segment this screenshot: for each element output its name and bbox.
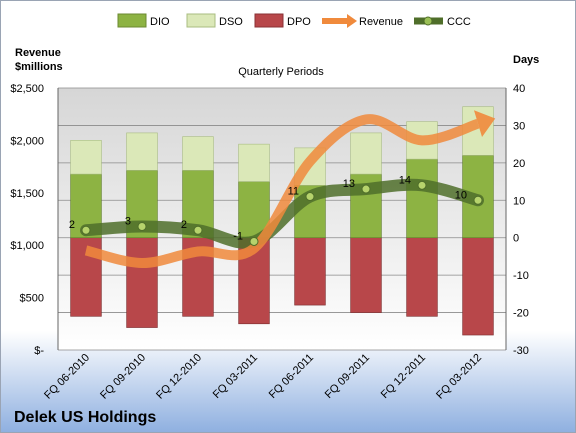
legend-label-dpo: DPO <box>287 16 311 28</box>
ccc-data-label: 13 <box>343 178 355 190</box>
revenue-arrowhead <box>473 110 496 138</box>
right-tick-label: 40 <box>513 83 525 95</box>
ccc-marker <box>249 236 259 246</box>
left-tick-label: $1,000 <box>10 240 44 252</box>
ccc-data-label: 3 <box>125 215 131 227</box>
bar-dpo <box>406 237 438 317</box>
legend-label-ccc: CCC <box>447 16 471 28</box>
left-axis-title-line1: Revenue <box>15 47 61 59</box>
right-tick-label: 30 <box>513 120 525 132</box>
bar-dso <box>350 132 382 175</box>
legend-label-dio: DIO <box>150 16 170 28</box>
legend-label-revenue: Revenue <box>359 16 403 28</box>
bar-dpo <box>462 237 494 336</box>
chart-title: Quarterly Periods <box>238 66 324 78</box>
legend-swatch-dpo <box>254 13 284 28</box>
ccc-data-label: 2 <box>181 219 187 231</box>
ccc-data-label: 14 <box>399 174 411 186</box>
ccc-marker <box>193 225 203 235</box>
company-name: Delek US Holdings <box>14 409 156 426</box>
bar-dso <box>126 132 158 171</box>
right-tick-label: 20 <box>513 158 525 170</box>
right-axis-title: Days <box>513 54 539 66</box>
right-tick-label: 0 <box>513 233 519 245</box>
legend-swatch-dio <box>117 13 147 28</box>
left-tick-label: $500 <box>20 293 44 305</box>
bar-dio <box>406 158 438 239</box>
bar-dso <box>182 136 214 171</box>
ccc-marker <box>361 184 371 194</box>
right-tick-label: -10 <box>513 270 529 282</box>
left-tick-label: $- <box>34 345 44 357</box>
ccc-data-label: -1 <box>233 230 243 242</box>
ccc-data-label: 10 <box>455 189 467 201</box>
left-tick-label: $2,500 <box>10 83 44 95</box>
lines-layer: 2 3 2 -1 11 13 14 10 <box>69 110 496 269</box>
revenue-line <box>84 114 480 269</box>
ccc-marker <box>305 192 315 202</box>
bar-dpo <box>126 237 158 328</box>
ccc-data-label: 2 <box>69 219 75 231</box>
ccc-data-label: 11 <box>288 186 299 198</box>
ccc-marker <box>137 221 147 231</box>
bar-dso <box>238 143 270 182</box>
legend-label-dso: DSO <box>219 16 243 28</box>
bar-dso <box>70 140 102 175</box>
legend-swatch-dso <box>186 13 216 28</box>
ccc-marker <box>417 180 427 190</box>
ccc-marker <box>81 225 91 235</box>
legend-arrow-revenue <box>347 14 357 28</box>
ccc-line <box>80 178 484 249</box>
legend: DIO DSO DPO Revenue CCC <box>117 13 471 28</box>
legend-marker-ccc <box>423 16 433 26</box>
left-tick-label: $1,500 <box>10 188 44 200</box>
left-tick-label: $2,000 <box>10 135 44 147</box>
bar-dpo <box>350 237 382 313</box>
left-axis-title-line2: $millions <box>15 61 63 73</box>
right-tick-label: -20 <box>513 308 529 320</box>
right-tick-label: -30 <box>513 345 529 357</box>
ccc-marker <box>473 195 483 205</box>
bar-dpo <box>294 237 326 306</box>
right-tick-label: 10 <box>513 195 525 207</box>
